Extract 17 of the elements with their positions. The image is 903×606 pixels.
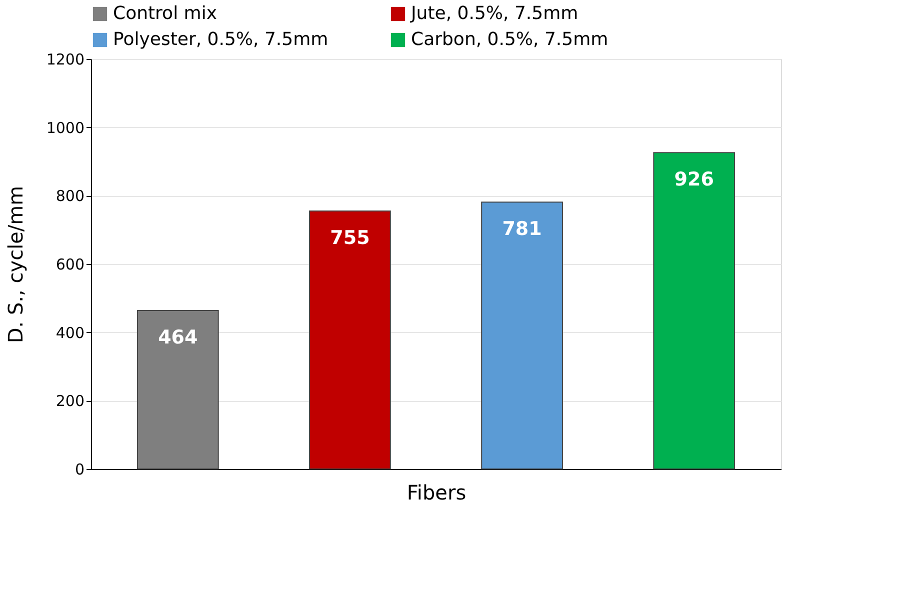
data-label: 464 xyxy=(158,326,198,348)
y-tick-label: 200 xyxy=(56,392,84,410)
legend-label: Jute, 0.5%, 7.5mm xyxy=(410,3,578,24)
x-axis-title: Fibers xyxy=(406,480,466,504)
legend-label: Polyester, 0.5%, 7.5mm xyxy=(113,29,328,50)
legend-label: Control mix xyxy=(113,3,218,24)
y-tick-label: 1200 xyxy=(46,50,84,68)
data-label: 926 xyxy=(674,168,714,191)
y-tick-label: 0 xyxy=(74,460,84,478)
legend-label: Carbon, 0.5%, 7.5mm xyxy=(411,29,608,50)
data-label: 781 xyxy=(502,218,542,240)
y-tick-label: 1000 xyxy=(46,118,84,137)
y-tick-label: 800 xyxy=(56,187,84,206)
y-tick-label: 600 xyxy=(56,256,84,274)
y-axis-title: D. S., cycle/mm xyxy=(3,186,28,344)
y-tick-label: 400 xyxy=(56,324,84,342)
data-label: 755 xyxy=(330,227,370,250)
